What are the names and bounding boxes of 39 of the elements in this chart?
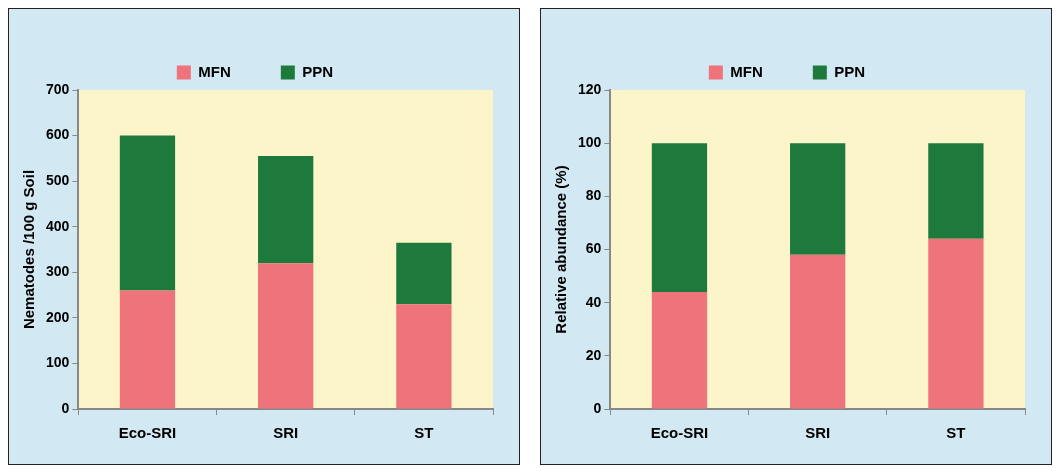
x-tick-label: ST <box>946 424 966 442</box>
y-axis-title: Relative abundance (%) <box>552 165 570 334</box>
y-tick-label: 400 <box>46 217 70 234</box>
bar <box>258 263 314 409</box>
y-tick-label: 40 <box>585 293 602 310</box>
y-tick-label: 120 <box>578 80 602 97</box>
legend-label: PPN <box>834 62 866 80</box>
x-tick-label: ST <box>414 424 434 442</box>
x-tick-label: Eco-SRI <box>118 424 177 442</box>
legend-label: MFN <box>198 62 231 80</box>
bar <box>651 143 708 293</box>
y-tick-label: 20 <box>585 346 602 363</box>
bar <box>651 292 708 409</box>
x-tick-label: Eco-SRI <box>650 424 709 442</box>
x-tick-label: SRI <box>805 424 831 442</box>
legend-label: PPN <box>302 62 334 80</box>
bar <box>790 143 846 255</box>
bar <box>790 254 846 409</box>
legend-label: MFN <box>730 62 763 80</box>
y-tick-label: 100 <box>578 134 602 151</box>
bar <box>258 156 314 264</box>
y-tick-label: 100 <box>46 354 70 371</box>
y-tick-label: 0 <box>61 399 70 416</box>
bar <box>928 238 984 409</box>
y-tick-label: 600 <box>46 126 70 143</box>
bar <box>928 143 984 239</box>
bar <box>396 304 452 409</box>
y-tick-label: 60 <box>585 240 602 257</box>
y-axis-title: Nematodes /100 g Soil <box>20 169 38 330</box>
bar <box>119 135 176 291</box>
y-tick-label: 200 <box>46 308 70 325</box>
bar <box>119 290 176 409</box>
y-tick-label: 0 <box>593 399 602 416</box>
y-tick-label: 300 <box>46 263 70 280</box>
x-tick-label: SRI <box>273 424 299 442</box>
bar <box>396 242 452 305</box>
y-tick-label: 500 <box>46 172 70 188</box>
y-tick-label: 700 <box>46 80 70 97</box>
y-tick-label: 80 <box>585 187 602 204</box>
